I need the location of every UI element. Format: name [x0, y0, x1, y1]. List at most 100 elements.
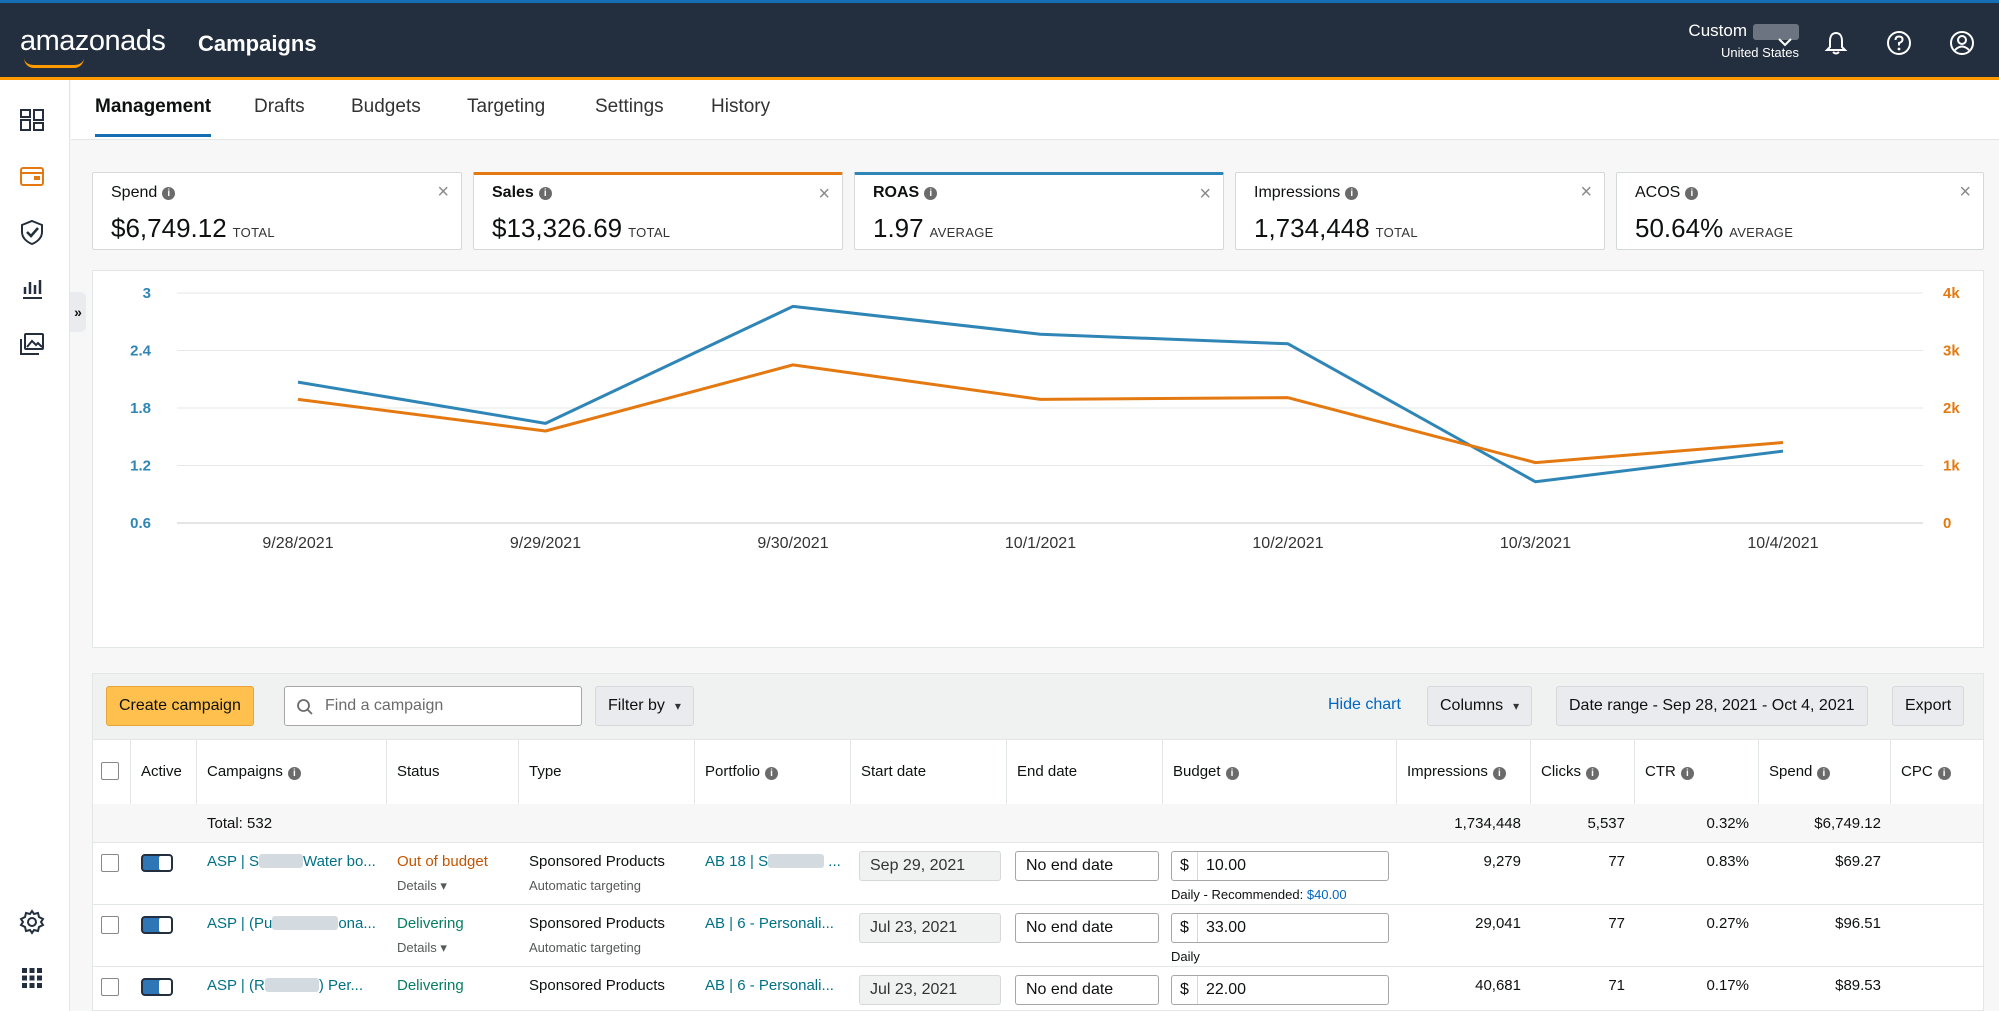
header-impressions[interactable]: Impressions i — [1397, 740, 1531, 804]
details-dropdown[interactable]: Details ▾ — [397, 878, 447, 894]
x-tick-label: 9/30/2021 — [757, 535, 828, 552]
header-end-date[interactable]: End date — [1007, 740, 1163, 804]
header-spend[interactable]: Spend i — [1759, 740, 1891, 804]
tab-management[interactable]: Management — [95, 96, 212, 137]
shield-icon[interactable] — [18, 218, 46, 246]
metric-card-spend[interactable]: Spend i × $6,749.12 TOTAL — [92, 172, 462, 250]
info-icon[interactable]: i — [538, 187, 552, 200]
end-date-field[interactable]: No end date — [1015, 975, 1159, 1005]
create-campaign-button[interactable]: Create campaign — [106, 686, 254, 726]
tab-targeting[interactable]: Targeting — [467, 96, 546, 117]
budget-input[interactable]: $33.00 — [1171, 913, 1389, 943]
header-label: Campaigns — [207, 763, 283, 780]
search-input[interactable]: Find a campaign — [284, 686, 582, 726]
info-icon[interactable]: i — [1937, 767, 1951, 780]
caret-down-icon: ▾ — [440, 878, 447, 893]
apps-grid-icon[interactable] — [18, 964, 46, 992]
header-portfolio[interactable]: Portfolio i — [695, 740, 851, 804]
end-date-field[interactable]: No end date — [1015, 851, 1159, 881]
metric-card-impressions[interactable]: Impressions i × 1,734,448 TOTAL — [1235, 172, 1605, 250]
campaign-active-toggle[interactable] — [141, 916, 173, 934]
bell-icon[interactable] — [1822, 29, 1850, 57]
account-selector[interactable]: Custom United States — [1688, 21, 1799, 60]
help-icon[interactable] — [1885, 29, 1913, 57]
info-icon[interactable]: i — [1225, 767, 1239, 780]
start-date-field[interactable]: Sep 29, 2021 — [859, 851, 1001, 881]
metric-label: Sales — [492, 184, 534, 201]
header-type[interactable]: Type — [519, 740, 695, 804]
row-checkbox[interactable] — [101, 854, 119, 872]
redacted-block — [264, 978, 319, 992]
info-icon[interactable]: i — [287, 767, 301, 780]
user-account-icon[interactable] — [1948, 29, 1976, 57]
header-start-date[interactable]: Start date — [851, 740, 1007, 804]
tab-history[interactable]: History — [711, 96, 771, 117]
reports-bar-chart-icon[interactable] — [18, 274, 46, 302]
info-icon[interactable]: i — [924, 187, 938, 200]
info-icon[interactable]: i — [1685, 187, 1699, 200]
tab-settings[interactable]: Settings — [595, 96, 664, 117]
campaigns-wallet-icon[interactable] — [18, 162, 46, 190]
portfolio-link[interactable]: AB 18 | S ... — [705, 853, 841, 870]
campaign-active-toggle[interactable] — [141, 854, 173, 872]
expand-nav-handle-icon[interactable]: » — [70, 292, 86, 332]
campaign-name-link[interactable]: ASP | (R) Per... — [207, 977, 363, 994]
header-status[interactable]: Status — [387, 740, 519, 804]
budget-input[interactable]: $10.00 — [1171, 851, 1389, 881]
campaign-name-link[interactable]: ASP | (Pu ona... — [207, 915, 376, 932]
info-icon[interactable]: i — [765, 767, 779, 780]
close-icon[interactable]: × — [1959, 181, 1971, 203]
budget-input[interactable]: $22.00 — [1171, 975, 1389, 1005]
filter-by-button[interactable]: Filter by ▾ — [595, 686, 694, 726]
start-date-field[interactable]: Jul 23, 2021 — [859, 975, 1001, 1005]
dashboard-icon[interactable] — [18, 106, 46, 134]
chevron-down-icon[interactable] — [1776, 33, 1794, 51]
media-library-icon[interactable] — [18, 330, 46, 358]
header-ctr[interactable]: CTR i — [1635, 740, 1759, 804]
portfolio-link[interactable]: AB | 6 - Personali... — [705, 977, 834, 994]
portfolio-link[interactable]: AB | 6 - Personali... — [705, 915, 834, 932]
settings-gear-icon[interactable] — [18, 908, 46, 936]
start-date-field[interactable]: Jul 23, 2021 — [859, 913, 1001, 943]
date-range-button[interactable]: Date range - Sep 28, 2021 - Oct 4, 2021 — [1556, 686, 1868, 726]
metric-card-roas[interactable]: ROAS i × 1.97 AVERAGE — [854, 172, 1224, 250]
info-icon[interactable]: i — [1492, 767, 1506, 780]
header-label: Budget — [1173, 763, 1221, 780]
info-icon[interactable]: i — [1586, 767, 1599, 780]
details-dropdown[interactable]: Details ▾ — [397, 940, 447, 956]
select-all-checkbox[interactable] — [101, 762, 119, 780]
row-checkbox[interactable] — [101, 978, 119, 996]
header-active[interactable]: Active — [131, 740, 197, 804]
columns-button[interactable]: Columns ▾ — [1427, 686, 1533, 726]
export-button[interactable]: Export — [1892, 686, 1965, 726]
portfolio-name: AB 18 | S — [705, 853, 769, 870]
close-icon[interactable]: × — [437, 181, 449, 203]
campaign-name-link[interactable]: ASP | S Water bo... — [207, 853, 376, 870]
header-label: Clicks — [1541, 763, 1581, 780]
info-icon[interactable]: i — [162, 187, 176, 200]
header-campaigns[interactable]: Campaigns i — [197, 740, 387, 804]
header-cpc[interactable]: CPC i — [1891, 740, 1983, 804]
close-icon[interactable]: × — [818, 183, 830, 205]
header-clicks[interactable]: Clicks i — [1531, 740, 1635, 804]
close-icon[interactable]: × — [1199, 183, 1211, 205]
header-budget[interactable]: Budget i — [1163, 740, 1397, 804]
info-icon[interactable]: i — [1345, 187, 1359, 200]
recommended-budget-link[interactable]: $40.00 — [1306, 887, 1347, 902]
metric-sub: AVERAGE — [1729, 225, 1794, 240]
metric-label: ACOS — [1635, 184, 1681, 201]
end-date-field[interactable]: No end date — [1015, 913, 1159, 943]
campaign-active-toggle[interactable] — [141, 978, 173, 996]
budget-note-text: Daily - Recommended: — [1171, 887, 1304, 902]
info-icon[interactable]: i — [1817, 767, 1831, 780]
hide-chart-link[interactable]: Hide chart — [1328, 696, 1401, 713]
close-icon[interactable]: × — [1580, 181, 1592, 203]
amazon-ads-logo[interactable]: amazonads — [20, 25, 166, 68]
metric-card-acos[interactable]: ACOS i × 50.64% AVERAGE — [1616, 172, 1984, 250]
info-icon[interactable]: i — [1680, 767, 1694, 780]
totals-row — [93, 804, 1983, 842]
metric-card-sales[interactable]: Sales i × $13,326.69 TOTAL — [473, 172, 843, 250]
row-checkbox[interactable] — [101, 916, 119, 934]
tab-budgets[interactable]: Budgets — [351, 96, 421, 117]
tab-drafts[interactable]: Drafts — [254, 96, 305, 117]
